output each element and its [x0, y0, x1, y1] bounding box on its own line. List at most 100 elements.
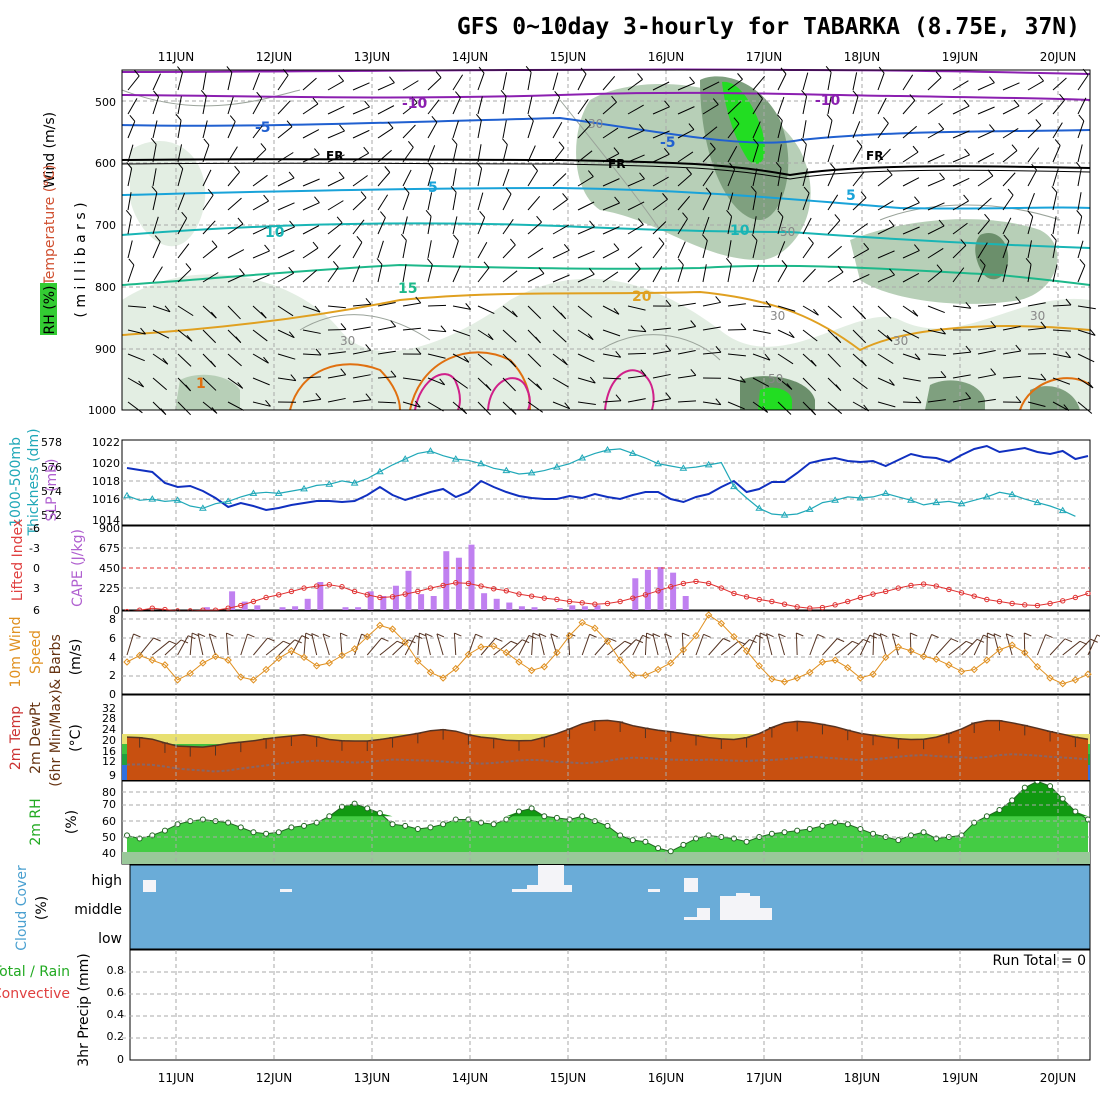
upper-barb-flag [786, 383, 793, 390]
upper-barb [127, 144, 134, 163]
upper-barb-flag [511, 310, 518, 318]
cloud-low-label: low [98, 931, 122, 947]
contour-label: 30 [770, 309, 785, 323]
upper-barb-flag [487, 333, 494, 341]
wind-point [894, 643, 903, 651]
wind-point [249, 676, 258, 684]
upper-barb [177, 269, 192, 283]
rh-point [579, 813, 586, 820]
li-point [781, 601, 788, 607]
upper-barb [752, 377, 770, 387]
upper-barb [902, 250, 920, 259]
upper-barb-flag [915, 396, 922, 404]
upper-barb-flag [563, 244, 570, 251]
upper-side-labels: Wind (m/s) Temperature (°C) RH (%) ( m i… [40, 112, 89, 335]
upper-barb [177, 144, 183, 163]
precip-panel: Run Total = 0 0.8 0.6 0.4 0.2 0 Total / … [0, 949, 1091, 1067]
upper-barb-flag [126, 162, 133, 169]
li-point [1060, 598, 1066, 604]
upper-barb-flag [500, 89, 507, 97]
cloud-panel: high middle low Cloud Cover (%) [14, 864, 1091, 951]
upper-barb-flag [226, 66, 233, 73]
upper-barb-flag [837, 265, 844, 273]
wind-point [338, 651, 346, 660]
upper-barb-flag [475, 113, 482, 121]
barb-flag [852, 640, 860, 645]
upper-barb [527, 273, 545, 283]
upper-barb [627, 178, 645, 187]
upper-barb-flag [611, 95, 617, 103]
upper-barb [877, 250, 895, 259]
contour-label: FR [608, 157, 625, 171]
upper-barb [752, 192, 757, 211]
upper-barb [327, 351, 346, 355]
upper-barb [327, 328, 347, 331]
upper-barb [977, 242, 988, 259]
upper-barb [352, 349, 371, 355]
wind-point [932, 655, 940, 663]
upper-barb [752, 98, 763, 115]
upper-barb [402, 327, 421, 331]
contour-label: 15 [398, 281, 417, 297]
upper-barb-flag [835, 336, 842, 343]
wind-barb [518, 635, 530, 656]
upper-barb [702, 326, 721, 331]
wind-barb [834, 640, 853, 656]
upper-barb [1052, 77, 1067, 91]
upper-barb-flag [990, 320, 997, 328]
barb-flag [396, 640, 405, 645]
day-label: 14JUN [452, 50, 489, 64]
svg-text:1022: 1022 [92, 436, 120, 449]
rh-point [414, 826, 421, 833]
upper-barb-flag [450, 185, 457, 193]
upper-barb [577, 226, 595, 235]
upper-barb [602, 127, 619, 139]
upper-barb [902, 100, 916, 115]
upper-barb-flag [965, 345, 972, 353]
upper-barb-flag [725, 257, 732, 265]
upper-barb [1052, 99, 1065, 115]
upper-barb-flag [690, 320, 697, 327]
upper-barb-flag [665, 344, 672, 352]
wind-point [287, 647, 296, 655]
contour-labels: -10 -10 -5 -5 FR FR FR 5 5 10 10 15 20 1… [196, 93, 1045, 392]
upper-barb [602, 377, 622, 380]
upper-barb [702, 104, 719, 115]
upper-barb-flag [400, 233, 407, 241]
upper-barb [552, 329, 567, 343]
upper-barb [602, 202, 620, 211]
wind-barb [664, 633, 672, 656]
upper-barb [327, 177, 345, 187]
upper-barb [402, 216, 408, 235]
upper-barb [777, 329, 795, 339]
upper-barb [852, 273, 870, 283]
upper-barb [477, 72, 485, 91]
upper-barb-flag [1065, 351, 1072, 358]
wind10m-panel: 8 6 4 2 0 10m Wind Speed & Barbs (m/s) [8, 610, 1100, 701]
barb-flag [153, 637, 161, 642]
upper-barb [527, 196, 541, 211]
li-point [718, 585, 725, 591]
upper-barb-flag [426, 258, 433, 265]
upper-barb-flag [312, 241, 319, 249]
upper-barb-flag [1015, 344, 1022, 352]
upper-barb-flag [810, 359, 817, 367]
upper-barb [1077, 120, 1085, 139]
upper-barb [202, 377, 217, 391]
upper-barb [677, 350, 696, 355]
li-point [592, 601, 598, 607]
rh-point [655, 845, 662, 852]
barb-flag [664, 633, 672, 638]
wind-point [1071, 676, 1080, 684]
day-label: 12JUN [256, 50, 293, 64]
upper-barb [352, 399, 371, 403]
upper-barb-flag [750, 185, 757, 193]
upper-barb-flag [587, 170, 594, 177]
barb-flag [950, 638, 959, 643]
upper-barb-flag [365, 393, 372, 401]
upper-barb-flag [715, 345, 722, 353]
upper-barb [177, 72, 183, 91]
upper-barb-flag [463, 356, 470, 363]
upper-barb-flag [365, 344, 372, 351]
upper-barb [427, 353, 446, 359]
